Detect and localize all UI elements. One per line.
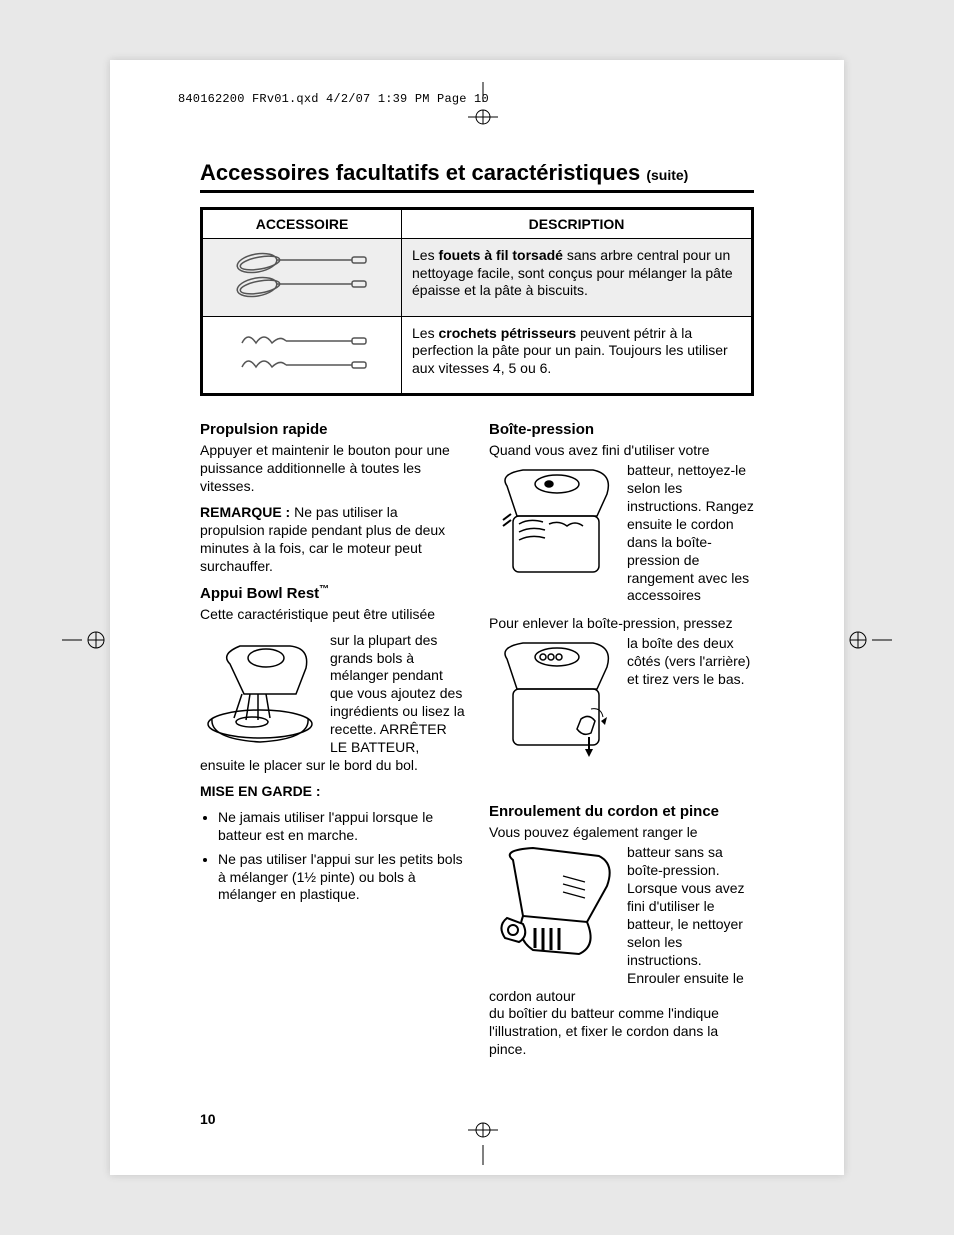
- row1-pre: Les: [412, 247, 438, 263]
- two-columns: Propulsion rapide Appuyer et maintenir l…: [200, 414, 754, 1067]
- bowl-figure-block: sur la plupart des grands bols à mélange…: [200, 632, 465, 757]
- row1-bold: fouets à fil torsadé: [438, 247, 562, 263]
- heading-cord: Enroulement du cordon et pince: [489, 802, 754, 821]
- snap-case-figure: [489, 464, 617, 587]
- title-main: Accessoires facultatifs et caractéristiq…: [200, 160, 640, 185]
- boite2-intro: Pour enlever la boîte-pression, pressez: [489, 615, 754, 633]
- page-number: 10: [200, 1111, 216, 1127]
- propulsion-text: Appuyer et maintenir le bouton pour une …: [200, 442, 465, 496]
- table-row: Les crochets pétrisseurs peuvent pétrir …: [202, 316, 753, 395]
- heading-boite: Boîte-pression: [489, 420, 754, 439]
- table-head-row: ACCESSOIRE DESCRIPTION: [202, 209, 753, 239]
- bowl-wrap-text: sur la plupart des grands bols à mélange…: [330, 632, 465, 755]
- bowl-title-text: Appui Bowl Rest: [200, 585, 319, 602]
- warning-item: Ne jamais utiliser l'appui lorsque le ba…: [218, 809, 465, 845]
- heading-bowl-rest: Appui Bowl Rest™: [200, 584, 465, 603]
- title-rule: [200, 190, 754, 193]
- cord-intro: Vous pouvez également ranger le: [489, 824, 754, 842]
- remarque-label: REMARQUE :: [200, 504, 290, 520]
- warning-list: Ne jamais utiliser l'appui lorsque le ba…: [200, 809, 465, 905]
- twisted-beater-icon: [232, 247, 372, 303]
- boite-wrap-text: batteur, nettoyez-le selon les instructi…: [627, 462, 754, 603]
- content-area: Accessoires facultatifs et caractéristiq…: [200, 160, 754, 1067]
- head-description: DESCRIPTION: [402, 209, 753, 239]
- accessory-table: ACCESSOIRE DESCRIPTION: [200, 207, 754, 396]
- crop-mark-top: [468, 82, 498, 132]
- reg-mark-right: [844, 625, 892, 660]
- boite2-figure-block: la boîte des deux côtés (vers l'arrière)…: [489, 635, 754, 774]
- boite2-wrap-text: la boîte des deux côtés (vers l'arrière)…: [627, 635, 750, 687]
- warning-label: MISE EN GARDE :: [200, 783, 465, 801]
- cord-wrap-figure: [489, 846, 617, 971]
- right-column: Boîte-pression Quand vous avez fini d'ut…: [489, 414, 754, 1067]
- hook-desc: Les crochets pétrisseurs peuvent pétrir …: [402, 316, 753, 395]
- snap-case-remove-figure: [489, 637, 617, 772]
- print-header: 840162200 FRv01.qxd 4/2/07 1:39 PM Page …: [178, 92, 489, 106]
- boite-figure-block: batteur, nettoyez-le selon les instructi…: [489, 462, 754, 605]
- warning-item: Ne pas utiliser l'appui sur les petits b…: [218, 851, 465, 905]
- head-accessory: ACCESSOIRE: [202, 209, 402, 239]
- cord-after: du boîtier du batteur comme l'indique l'…: [489, 1005, 754, 1059]
- dough-hook-icon: [232, 325, 372, 381]
- bowl-rest-figure: [200, 634, 320, 749]
- boite-intro: Quand vous avez fini d'utiliser votre: [489, 442, 754, 460]
- crop-mark-bottom: [468, 1115, 498, 1165]
- page-title: Accessoires facultatifs et caractéristiq…: [200, 160, 754, 186]
- row2-bold: crochets pétrisseurs: [438, 325, 576, 341]
- table-row: Les fouets à fil torsadé sans arbre cent…: [202, 239, 753, 317]
- hook-image-cell: [202, 316, 402, 395]
- cord-figure-block: batteur sans sa boîte-pression. Lorsque …: [489, 844, 754, 1005]
- left-column: Propulsion rapide Appuyer et maintenir l…: [200, 414, 465, 1067]
- beater-image-cell: [202, 239, 402, 317]
- bowl-intro: Cette caractéristique peut être utilisée: [200, 606, 465, 624]
- heading-propulsion: Propulsion rapide: [200, 420, 465, 439]
- beater-desc: Les fouets à fil torsadé sans arbre cent…: [402, 239, 753, 317]
- trademark-icon: ™: [319, 584, 329, 595]
- page: 840162200 FRv01.qxd 4/2/07 1:39 PM Page …: [110, 60, 844, 1175]
- row2-pre: Les: [412, 325, 438, 341]
- title-suite: (suite): [646, 167, 688, 183]
- reg-mark-left: [62, 625, 110, 660]
- bowl-after: ensuite le placer sur le bord du bol.: [200, 757, 465, 775]
- remarque-paragraph: REMARQUE : Ne pas utiliser la propulsion…: [200, 504, 465, 576]
